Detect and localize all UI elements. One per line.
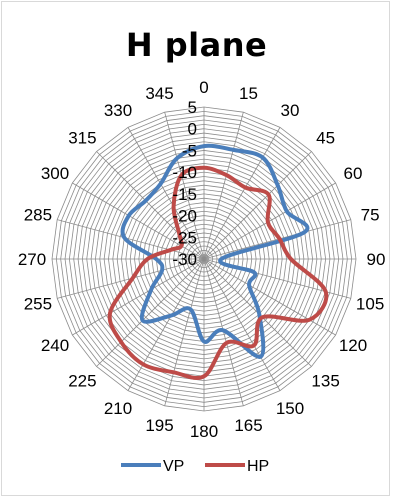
grid-spoke xyxy=(203,151,312,260)
angle-tick-label: 210 xyxy=(104,399,132,418)
series-layer xyxy=(107,143,329,381)
angle-tick-label: 285 xyxy=(24,206,52,225)
angle-tick-label: 15 xyxy=(239,84,258,103)
grid-spoke xyxy=(203,219,351,260)
grid-spoke xyxy=(203,127,281,260)
grid-spoke xyxy=(203,182,336,260)
angle-tick-label: 345 xyxy=(145,84,173,103)
angle-tick-label: 300 xyxy=(41,164,69,183)
radial-tick-label: -5 xyxy=(182,141,197,160)
grid-spoke xyxy=(127,258,205,391)
legend-label: VP xyxy=(163,458,184,475)
angle-tick-label: 225 xyxy=(68,372,96,391)
grid-spoke xyxy=(203,112,244,260)
radial-tick-label: 5 xyxy=(188,98,197,117)
radial-tick-label: -10 xyxy=(172,163,197,182)
angle-tick-label: 105 xyxy=(356,295,384,314)
legend: VP HP xyxy=(121,458,269,475)
grid-spoke xyxy=(164,258,205,406)
grid-spoke xyxy=(203,258,281,391)
angle-tick-label: 315 xyxy=(68,128,96,147)
angle-tick-label: 255 xyxy=(24,295,52,314)
angle-tick-label: 180 xyxy=(190,422,218,441)
angle-tick-label: 150 xyxy=(276,399,304,418)
angle-tick-label: 135 xyxy=(311,372,339,391)
grid-spoke xyxy=(164,112,205,260)
radar-grid xyxy=(51,106,357,412)
radial-tick-label: -20 xyxy=(172,207,197,226)
grid-spoke xyxy=(57,219,205,260)
series-line-vp xyxy=(120,143,310,359)
radial-tick-label: 0 xyxy=(188,120,197,139)
angle-tick-label: 45 xyxy=(316,128,335,147)
angle-tick-label: 90 xyxy=(367,250,386,269)
angle-tick-label: 120 xyxy=(339,336,367,355)
grid-spoke xyxy=(127,127,205,260)
angle-tick-label: 165 xyxy=(234,416,262,435)
angle-tick-label: 270 xyxy=(18,250,46,269)
angle-tick-label: 60 xyxy=(344,164,363,183)
legend-label: HP xyxy=(247,458,269,475)
angle-tick-label: 0 xyxy=(199,78,208,97)
radial-tick-label: -25 xyxy=(172,228,197,247)
radial-tick-label: -15 xyxy=(172,185,197,204)
angle-tick-label: 75 xyxy=(361,206,380,225)
grid-spoke xyxy=(203,258,336,336)
angle-tick-label: 195 xyxy=(145,416,173,435)
angle-tick-label: 330 xyxy=(104,101,132,120)
grid-spoke xyxy=(96,258,205,367)
chart-title: H plane xyxy=(125,26,268,64)
grid-spoke xyxy=(96,151,205,260)
grid-spoke xyxy=(72,258,205,336)
angle-tick-label: 30 xyxy=(281,101,300,120)
radial-tick-label: -30 xyxy=(172,250,197,269)
angle-tick-label: 240 xyxy=(41,336,69,355)
series-line-hp xyxy=(107,165,329,381)
